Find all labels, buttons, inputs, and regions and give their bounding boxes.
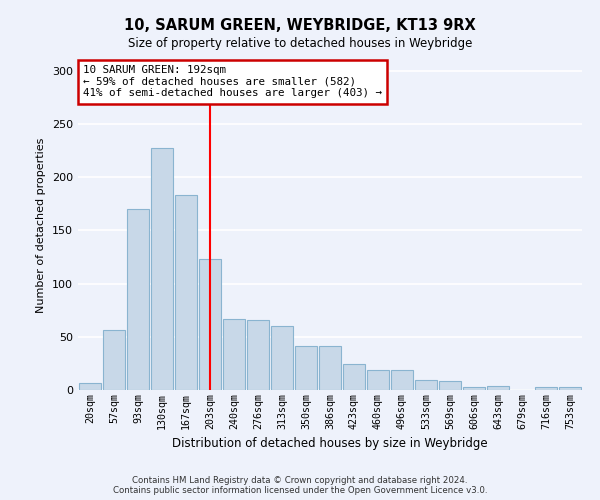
Bar (247, 320, 269, 390)
Bar (79, 382, 101, 390)
Text: Size of property relative to detached houses in Weybridge: Size of property relative to detached ho… (128, 38, 472, 51)
Bar (559, 387, 581, 390)
Text: 10 SARUM GREEN: 192sqm
← 59% of detached houses are smaller (582)
41% of semi-de: 10 SARUM GREEN: 192sqm ← 59% of detached… (83, 65, 382, 98)
Bar (175, 195, 197, 390)
Bar (271, 326, 293, 390)
Bar (103, 330, 125, 390)
X-axis label: Distribution of detached houses by size in Weybridge: Distribution of detached houses by size … (172, 437, 488, 450)
Y-axis label: Number of detached properties: Number of detached properties (37, 138, 46, 312)
Bar (343, 364, 365, 390)
Bar (391, 370, 413, 390)
Bar (463, 387, 485, 390)
Bar (151, 148, 173, 390)
Bar (295, 346, 317, 390)
Text: Contains HM Land Registry data © Crown copyright and database right 2024.
Contai: Contains HM Land Registry data © Crown c… (113, 476, 487, 495)
Bar (199, 259, 221, 390)
Bar (319, 346, 341, 390)
Bar (223, 318, 245, 390)
Bar (487, 386, 509, 390)
Text: 10, SARUM GREEN, WEYBRIDGE, KT13 9RX: 10, SARUM GREEN, WEYBRIDGE, KT13 9RX (124, 18, 476, 32)
Bar (439, 382, 461, 390)
Bar (367, 370, 389, 390)
Bar (415, 380, 437, 390)
Bar (127, 209, 149, 390)
Bar (535, 387, 557, 390)
